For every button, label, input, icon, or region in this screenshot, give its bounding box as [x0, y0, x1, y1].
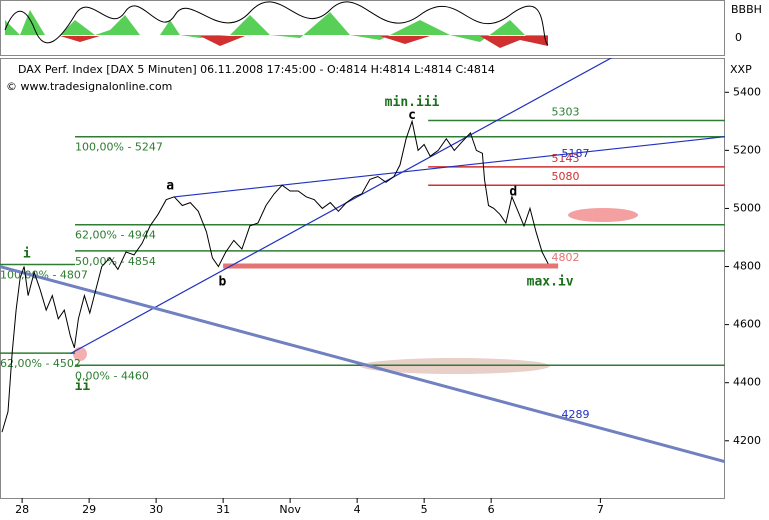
axis-name: XXP — [730, 63, 752, 76]
indicator-name: BBBH — [731, 3, 762, 16]
y-tick-label: 5200 — [733, 143, 761, 156]
indicator-panel — [0, 0, 725, 56]
wave-label: c — [408, 108, 416, 123]
trend-line — [0, 265, 725, 464]
y-tick-label: 4800 — [733, 260, 761, 273]
x-tick-label: 28 — [15, 503, 29, 516]
wave-label: d — [509, 184, 517, 199]
trend-line — [70, 58, 613, 355]
indicator-area — [5, 10, 548, 42]
level-label: 4802 — [551, 251, 579, 264]
x-tick-label: Nov — [279, 503, 301, 516]
indicator-line — [4, 1, 549, 46]
level-label: 5303 — [551, 105, 579, 118]
trend-label: 5187 — [562, 147, 590, 160]
y-tick-label: 4600 — [733, 318, 761, 331]
level-label: 62,00% - 4944 — [75, 229, 156, 242]
y-tick-label: 5000 — [733, 201, 761, 214]
indicator-area-negative — [60, 36, 548, 48]
level-label: 0,00% - 4460 — [75, 369, 149, 382]
level-label: 62,00% - 4502 — [0, 357, 81, 370]
level-label: 50,00% - 4854 — [75, 255, 156, 268]
wave-label: i — [23, 247, 31, 262]
x-tick-label: 30 — [149, 503, 163, 516]
y-tick-label: 5400 — [733, 85, 761, 98]
wave-label: ii — [75, 379, 91, 394]
x-tick-label: 31 — [216, 503, 230, 516]
level-label: 100,00% - 5247 — [75, 141, 163, 154]
x-tick-label: 29 — [82, 503, 96, 516]
trend-line — [174, 136, 725, 198]
x-tick-label: 4 — [354, 503, 361, 516]
level-label: 5080 — [551, 170, 579, 183]
wave-label: b — [219, 275, 227, 290]
highlight — [568, 208, 638, 222]
trend-label: 4289 — [562, 408, 590, 421]
indicator-tick: 0 — [735, 31, 742, 44]
plot-frame — [0, 58, 725, 499]
y-tick-label: 4200 — [733, 434, 761, 447]
y-tick-label: 4400 — [733, 376, 761, 389]
x-tick-label: 5 — [421, 503, 428, 516]
price-line — [1, 119, 549, 433]
header: DAX Perf. Index [DAX 5 Minuten] 06.11.20… — [18, 63, 495, 76]
wave-label: min.iii — [385, 95, 440, 110]
wave-label: a — [166, 178, 174, 193]
x-tick-label: 7 — [597, 503, 604, 516]
x-tick-label: 6 — [488, 503, 495, 516]
source: © www.tradesignalonline.com — [6, 80, 172, 93]
wave-label: max.iv — [527, 275, 574, 290]
